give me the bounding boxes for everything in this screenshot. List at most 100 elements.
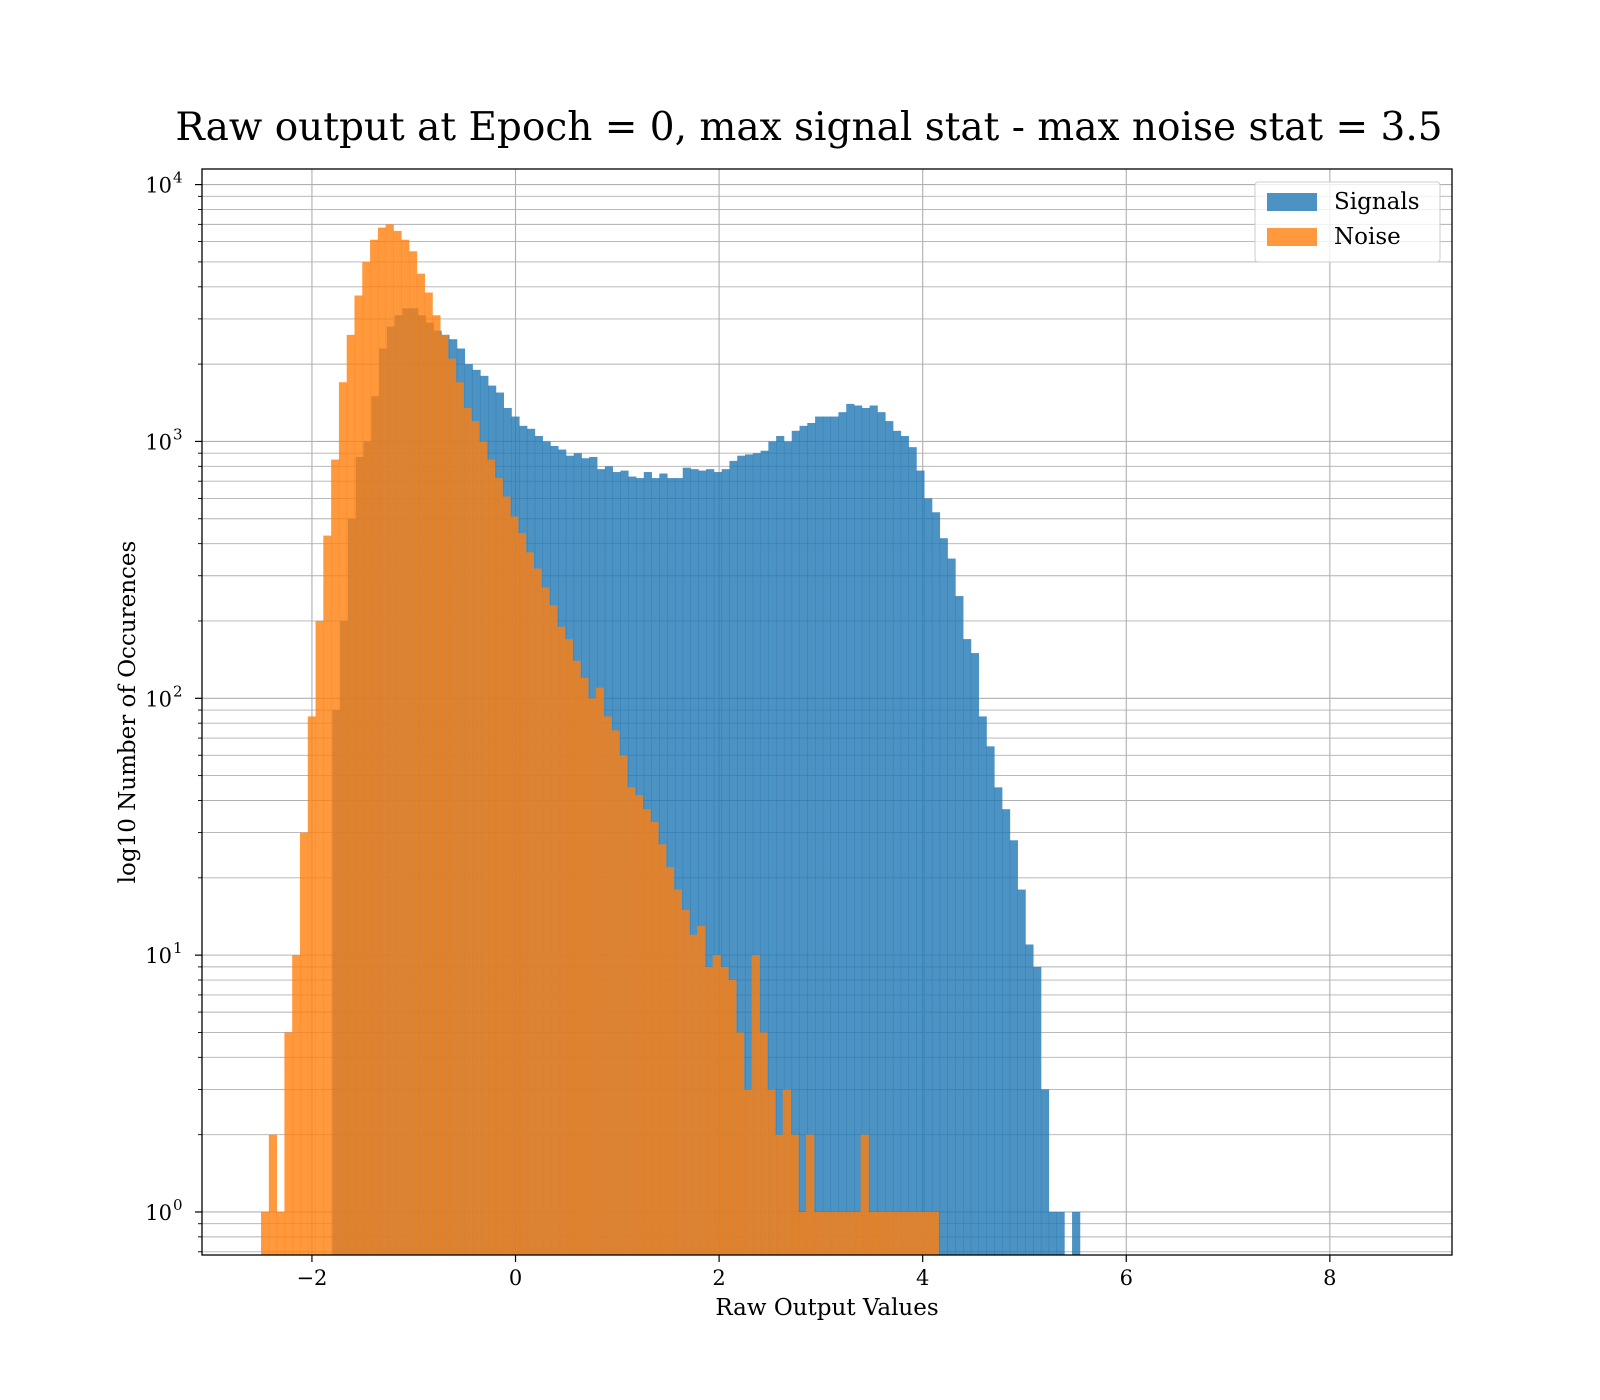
bar-signals [830, 416, 839, 1256]
bar-noise [525, 552, 534, 1255]
bar-noise [603, 716, 612, 1255]
y-tick-exponent: 3 [173, 425, 183, 443]
bar-noise [494, 478, 503, 1256]
y-tick-exponent: 1 [173, 939, 183, 957]
bar-noise [315, 620, 324, 1255]
bar-noise [829, 1211, 838, 1255]
bar-signals [1017, 889, 1026, 1255]
bar-signals [1056, 1211, 1065, 1255]
bar-noise [518, 533, 527, 1255]
bar-signals [1072, 1211, 1081, 1255]
bar-signals [978, 716, 987, 1255]
bar-signals [752, 453, 761, 1256]
bar-signals [1033, 966, 1042, 1255]
bar-noise [549, 605, 558, 1255]
bar-signals [854, 405, 863, 1256]
bar-noise [860, 1134, 869, 1255]
bar-noise [541, 587, 550, 1255]
bar-noise [720, 966, 729, 1255]
bar-signals [737, 455, 746, 1255]
bar-noise [767, 1089, 776, 1255]
bar-signals [807, 422, 816, 1255]
bar-signals [970, 653, 980, 1255]
bar-noise [323, 535, 332, 1255]
bar-signals [822, 416, 832, 1256]
x-tick-label: 4 [916, 1266, 929, 1290]
bar-noise [276, 1211, 285, 1255]
bar-noise [930, 1211, 939, 1255]
bar-signals [924, 498, 933, 1255]
bar-noise [736, 1032, 745, 1255]
bar-noise [790, 1134, 799, 1255]
bar-noise [261, 1211, 270, 1255]
x-tick-label: 6 [1120, 1266, 1133, 1290]
bar-signals [1048, 1211, 1057, 1255]
bar-noise [658, 844, 667, 1255]
bar-signals [861, 407, 870, 1255]
bar-noise [673, 889, 682, 1255]
bar-noise [728, 980, 737, 1255]
bar-noise [821, 1211, 830, 1255]
bar-signals [947, 558, 956, 1255]
y-tick-label: 10 [145, 430, 172, 454]
bar-signals [760, 450, 769, 1255]
bar-signals [1009, 840, 1018, 1255]
bar-noise [354, 295, 363, 1255]
bar-signals [900, 435, 909, 1255]
bar-signals [939, 538, 948, 1255]
bar-noise [634, 795, 644, 1255]
x-tick-label: 8 [1323, 1266, 1336, 1290]
y-tick-exponent: 2 [173, 682, 183, 700]
bar-noise [665, 867, 675, 1255]
bar-noise [689, 934, 698, 1255]
bar-signals [916, 470, 925, 1255]
bar-noise [362, 261, 371, 1255]
bar-noise [479, 441, 488, 1256]
legend-swatch-noise [1267, 228, 1317, 246]
bar-noise [463, 407, 472, 1255]
bar-noise [299, 832, 309, 1255]
bar-signals [1025, 944, 1034, 1255]
bar-noise [852, 1211, 862, 1255]
bar-noise [393, 230, 402, 1255]
y-tick-label: 10 [145, 944, 172, 968]
bar-noise [868, 1211, 877, 1255]
bar-noise [440, 334, 449, 1255]
bar-noise [697, 925, 706, 1255]
y-tick-exponent: 0 [173, 1196, 183, 1214]
bar-noise [377, 227, 387, 1256]
legend: Signals Noise [1254, 181, 1441, 263]
bar-noise [572, 660, 581, 1255]
bar-noise [424, 292, 433, 1256]
bar-signals [674, 478, 684, 1256]
bar-signals [885, 421, 894, 1256]
bar-noise [268, 1134, 278, 1255]
bar-noise [627, 787, 636, 1255]
bar-noise [408, 251, 418, 1256]
bar-noise [588, 698, 597, 1255]
bar-noise [502, 496, 511, 1255]
plot-frame [201, 168, 1453, 1256]
bar-noise [510, 516, 519, 1255]
legend-swatch-signals [1267, 193, 1317, 211]
bar-noise [798, 1211, 807, 1255]
bar-signals [815, 416, 824, 1256]
y-axis-label: log10 Number of Occurences [115, 541, 141, 884]
bar-signals [745, 454, 754, 1255]
bar-noise [806, 1134, 815, 1255]
legend-label-signals: Signals [1334, 189, 1420, 215]
bar-noise [447, 358, 457, 1256]
bar-noise [385, 224, 394, 1256]
bar-noise [837, 1211, 846, 1255]
bar-signals [986, 746, 995, 1255]
bar-signals [994, 787, 1003, 1255]
bar-noise [611, 730, 620, 1255]
bar-noise [416, 273, 425, 1255]
bar-signals [791, 430, 800, 1255]
x-axis-label: Raw Output Values [715, 1295, 938, 1321]
bar-noise [782, 1089, 791, 1255]
bars [261, 224, 1081, 1256]
bar-noise [595, 687, 605, 1255]
bar-noise [712, 955, 721, 1255]
